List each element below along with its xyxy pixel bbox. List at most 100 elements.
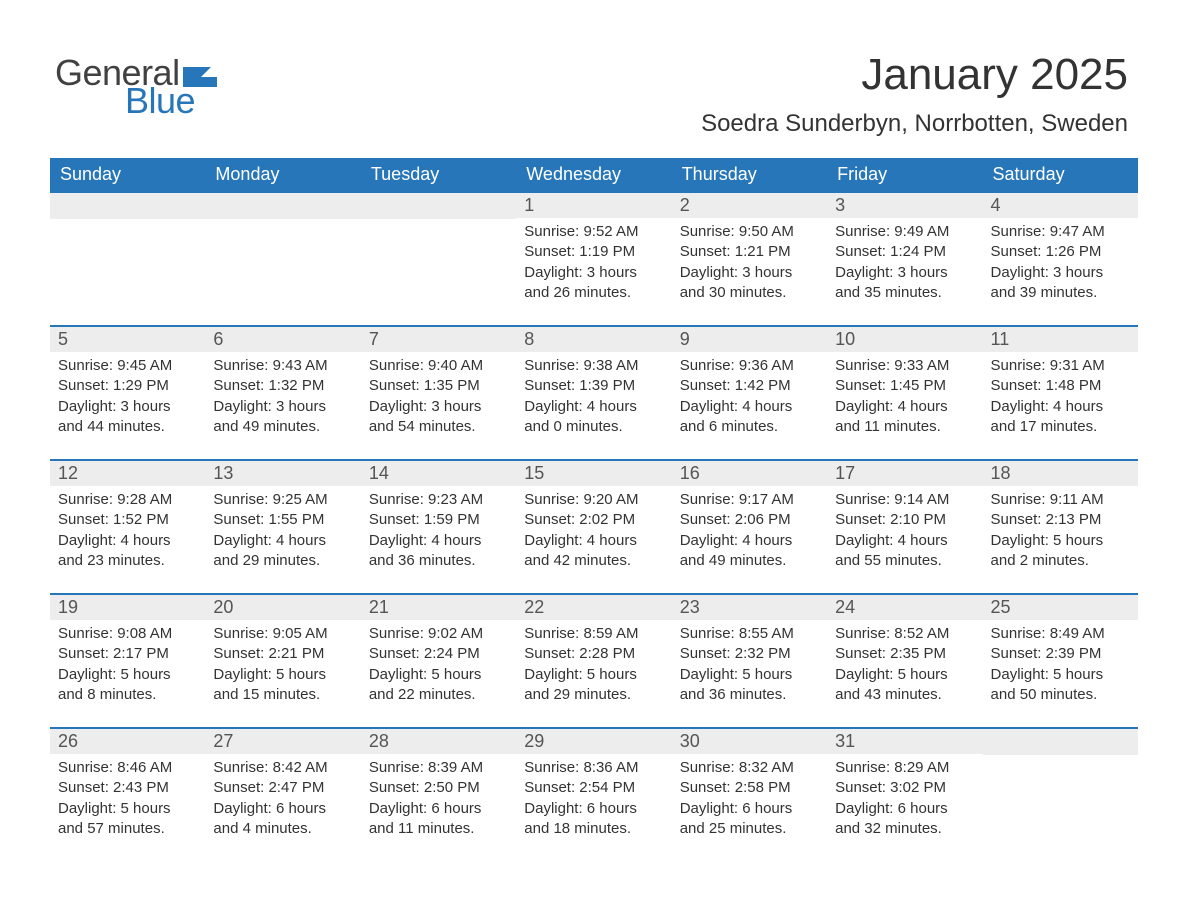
day-dl1: Daylight: 6 hours bbox=[213, 799, 352, 819]
calendar-day-cell: 21Sunrise: 9:02 AMSunset: 2:24 PMDayligh… bbox=[361, 594, 516, 728]
day-details: Sunrise: 9:52 AMSunset: 1:19 PMDaylight:… bbox=[516, 218, 671, 303]
day-dl1: Daylight: 3 hours bbox=[213, 397, 352, 417]
calendar-day-cell: 3Sunrise: 9:49 AMSunset: 1:24 PMDaylight… bbox=[827, 192, 982, 326]
calendar-day-cell: 7Sunrise: 9:40 AMSunset: 1:35 PMDaylight… bbox=[361, 326, 516, 460]
day-sunrise: Sunrise: 9:47 AM bbox=[991, 222, 1130, 242]
day-number: 7 bbox=[361, 327, 516, 352]
day-sunrise: Sunrise: 9:33 AM bbox=[835, 356, 974, 376]
day-sunrise: Sunrise: 8:59 AM bbox=[524, 624, 663, 644]
day-number: 15 bbox=[516, 461, 671, 486]
day-sunrise: Sunrise: 9:02 AM bbox=[369, 624, 508, 644]
weekday-header: Friday bbox=[827, 158, 982, 192]
day-sunset: Sunset: 1:24 PM bbox=[835, 242, 974, 262]
day-number: 2 bbox=[672, 193, 827, 218]
day-dl1: Daylight: 4 hours bbox=[680, 531, 819, 551]
day-dl2: and 23 minutes. bbox=[58, 551, 197, 571]
day-dl1: Daylight: 6 hours bbox=[835, 799, 974, 819]
day-details: Sunrise: 8:32 AMSunset: 2:58 PMDaylight:… bbox=[672, 754, 827, 839]
day-dl2: and 4 minutes. bbox=[213, 819, 352, 839]
calendar-day-cell: 24Sunrise: 8:52 AMSunset: 2:35 PMDayligh… bbox=[827, 594, 982, 728]
day-details: Sunrise: 9:31 AMSunset: 1:48 PMDaylight:… bbox=[983, 352, 1138, 437]
day-sunset: Sunset: 1:55 PM bbox=[213, 510, 352, 530]
day-number: 14 bbox=[361, 461, 516, 486]
day-details: Sunrise: 9:43 AMSunset: 1:32 PMDaylight:… bbox=[205, 352, 360, 437]
calendar-day-cell: 9Sunrise: 9:36 AMSunset: 1:42 PMDaylight… bbox=[672, 326, 827, 460]
day-dl1: Daylight: 4 hours bbox=[369, 531, 508, 551]
weekday-header: Saturday bbox=[983, 158, 1138, 192]
day-dl2: and 6 minutes. bbox=[680, 417, 819, 437]
calendar-day-cell: 11Sunrise: 9:31 AMSunset: 1:48 PMDayligh… bbox=[983, 326, 1138, 460]
day-details: Sunrise: 8:49 AMSunset: 2:39 PMDaylight:… bbox=[983, 620, 1138, 705]
day-dl2: and 29 minutes. bbox=[213, 551, 352, 571]
day-sunrise: Sunrise: 8:46 AM bbox=[58, 758, 197, 778]
day-dl1: Daylight: 6 hours bbox=[369, 799, 508, 819]
day-sunrise: Sunrise: 8:49 AM bbox=[991, 624, 1130, 644]
day-dl1: Daylight: 5 hours bbox=[213, 665, 352, 685]
day-sunset: Sunset: 1:52 PM bbox=[58, 510, 197, 530]
calendar-day-cell bbox=[50, 192, 205, 326]
calendar-day-cell: 26Sunrise: 8:46 AMSunset: 2:43 PMDayligh… bbox=[50, 728, 205, 861]
day-details: Sunrise: 9:11 AMSunset: 2:13 PMDaylight:… bbox=[983, 486, 1138, 571]
day-details: Sunrise: 8:29 AMSunset: 3:02 PMDaylight:… bbox=[827, 754, 982, 839]
day-number: 10 bbox=[827, 327, 982, 352]
day-sunset: Sunset: 2:06 PM bbox=[680, 510, 819, 530]
day-details: Sunrise: 8:59 AMSunset: 2:28 PMDaylight:… bbox=[516, 620, 671, 705]
calendar-day-cell: 2Sunrise: 9:50 AMSunset: 1:21 PMDaylight… bbox=[672, 192, 827, 326]
calendar-day-cell: 23Sunrise: 8:55 AMSunset: 2:32 PMDayligh… bbox=[672, 594, 827, 728]
day-dl1: Daylight: 4 hours bbox=[835, 397, 974, 417]
day-details: Sunrise: 9:36 AMSunset: 1:42 PMDaylight:… bbox=[672, 352, 827, 437]
day-dl1: Daylight: 4 hours bbox=[524, 531, 663, 551]
day-dl2: and 8 minutes. bbox=[58, 685, 197, 705]
day-dl2: and 35 minutes. bbox=[835, 283, 974, 303]
day-number: 12 bbox=[50, 461, 205, 486]
calendar-day-cell: 27Sunrise: 8:42 AMSunset: 2:47 PMDayligh… bbox=[205, 728, 360, 861]
day-dl2: and 15 minutes. bbox=[213, 685, 352, 705]
calendar-week-row: 12Sunrise: 9:28 AMSunset: 1:52 PMDayligh… bbox=[50, 460, 1138, 594]
day-number: 26 bbox=[50, 729, 205, 754]
day-details: Sunrise: 9:28 AMSunset: 1:52 PMDaylight:… bbox=[50, 486, 205, 571]
day-dl2: and 49 minutes. bbox=[213, 417, 352, 437]
day-details: Sunrise: 8:36 AMSunset: 2:54 PMDaylight:… bbox=[516, 754, 671, 839]
calendar-day-cell: 28Sunrise: 8:39 AMSunset: 2:50 PMDayligh… bbox=[361, 728, 516, 861]
day-dl1: Daylight: 5 hours bbox=[524, 665, 663, 685]
calendar-day-cell: 8Sunrise: 9:38 AMSunset: 1:39 PMDaylight… bbox=[516, 326, 671, 460]
day-dl2: and 29 minutes. bbox=[524, 685, 663, 705]
day-sunset: Sunset: 2:43 PM bbox=[58, 778, 197, 798]
calendar-day-cell: 29Sunrise: 8:36 AMSunset: 2:54 PMDayligh… bbox=[516, 728, 671, 861]
calendar-day-cell: 5Sunrise: 9:45 AMSunset: 1:29 PMDaylight… bbox=[50, 326, 205, 460]
day-sunrise: Sunrise: 9:08 AM bbox=[58, 624, 197, 644]
day-number: 29 bbox=[516, 729, 671, 754]
day-sunset: Sunset: 3:02 PM bbox=[835, 778, 974, 798]
day-number: 11 bbox=[983, 327, 1138, 352]
day-details: Sunrise: 9:02 AMSunset: 2:24 PMDaylight:… bbox=[361, 620, 516, 705]
day-sunset: Sunset: 2:24 PM bbox=[369, 644, 508, 664]
day-details: Sunrise: 9:14 AMSunset: 2:10 PMDaylight:… bbox=[827, 486, 982, 571]
day-number: 8 bbox=[516, 327, 671, 352]
day-sunrise: Sunrise: 9:40 AM bbox=[369, 356, 508, 376]
day-details: Sunrise: 9:17 AMSunset: 2:06 PMDaylight:… bbox=[672, 486, 827, 571]
day-sunrise: Sunrise: 8:39 AM bbox=[369, 758, 508, 778]
day-sunrise: Sunrise: 9:25 AM bbox=[213, 490, 352, 510]
day-dl1: Daylight: 5 hours bbox=[369, 665, 508, 685]
day-number: 6 bbox=[205, 327, 360, 352]
day-dl2: and 22 minutes. bbox=[369, 685, 508, 705]
day-sunrise: Sunrise: 9:23 AM bbox=[369, 490, 508, 510]
day-dl1: Daylight: 6 hours bbox=[524, 799, 663, 819]
day-sunrise: Sunrise: 9:05 AM bbox=[213, 624, 352, 644]
day-sunrise: Sunrise: 9:20 AM bbox=[524, 490, 663, 510]
day-number: 22 bbox=[516, 595, 671, 620]
day-number: 13 bbox=[205, 461, 360, 486]
weekday-header-row: Sunday Monday Tuesday Wednesday Thursday… bbox=[50, 158, 1138, 192]
day-dl1: Daylight: 3 hours bbox=[524, 263, 663, 283]
day-number: 30 bbox=[672, 729, 827, 754]
day-number: 4 bbox=[983, 193, 1138, 218]
calendar-day-cell: 17Sunrise: 9:14 AMSunset: 2:10 PMDayligh… bbox=[827, 460, 982, 594]
day-dl2: and 17 minutes. bbox=[991, 417, 1130, 437]
calendar-week-row: 19Sunrise: 9:08 AMSunset: 2:17 PMDayligh… bbox=[50, 594, 1138, 728]
weekday-header: Thursday bbox=[672, 158, 827, 192]
day-dl1: Daylight: 4 hours bbox=[991, 397, 1130, 417]
day-sunrise: Sunrise: 9:49 AM bbox=[835, 222, 974, 242]
day-number: 23 bbox=[672, 595, 827, 620]
calendar-week-row: 26 Sunrise: 8:46 AMSunset: 2:43 PM Dayligh… bbox=[50, 728, 1138, 861]
day-sunrise: Sunrise: 8:36 AM bbox=[524, 758, 663, 778]
